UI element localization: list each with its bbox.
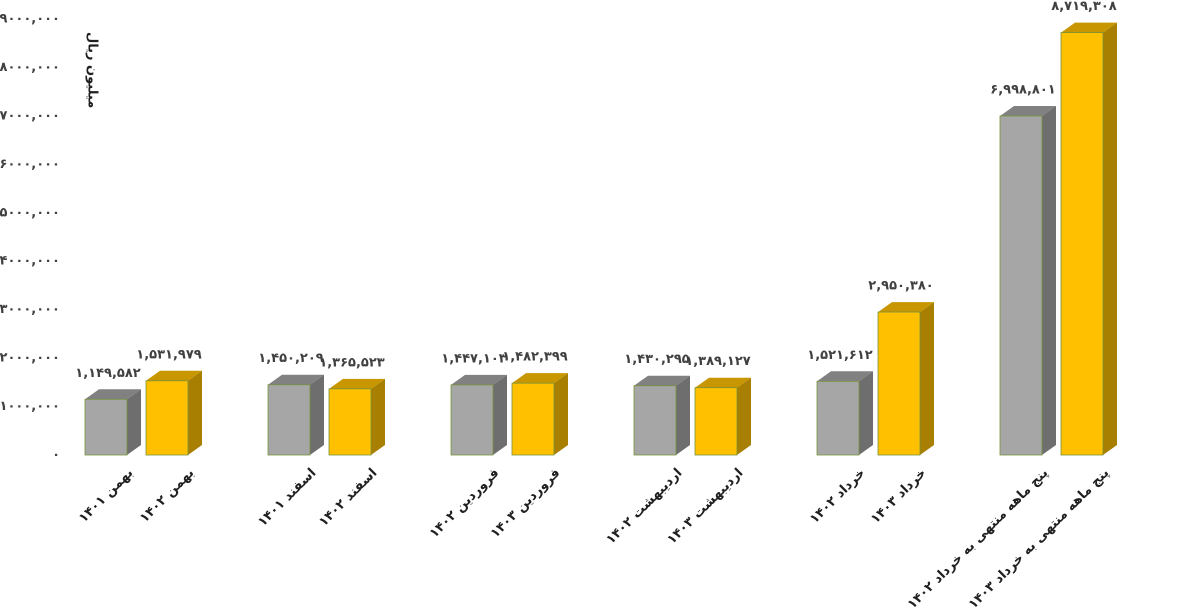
x-tick-label: اسفند ۱۴۰۲ <box>316 466 380 530</box>
bar <box>877 311 921 456</box>
bar-side <box>127 389 141 455</box>
bar-side <box>188 370 202 455</box>
bar <box>84 398 128 456</box>
bar-top <box>1000 105 1056 116</box>
x-tick-label: بهمن ۱۴۰۲ <box>137 466 197 526</box>
bar-side <box>371 378 385 455</box>
bar-side <box>737 377 751 455</box>
bar <box>816 380 860 456</box>
y-tick-label: ۲۰۰۰,۰۰۰ <box>0 351 60 366</box>
bar <box>267 384 311 456</box>
bar-top <box>1061 22 1117 33</box>
bar <box>633 385 677 456</box>
bar <box>145 380 189 456</box>
x-tick-label: خرداد ۱۴۰۳ <box>868 466 929 527</box>
bar-top <box>268 374 324 385</box>
y-axis-label: میلیون ریال <box>85 32 100 108</box>
y-tick-label: ۳۰۰۰,۰۰۰ <box>0 302 60 317</box>
bar-top <box>512 373 568 384</box>
y-tick-label: ۰ <box>52 448 60 463</box>
bar <box>999 115 1043 456</box>
bar <box>511 382 555 456</box>
bar-side <box>493 374 507 455</box>
bar-top <box>85 389 141 400</box>
bar-side <box>1103 22 1117 456</box>
bar-top <box>817 371 873 382</box>
x-tick-label: بهمن ۱۴۰۱ <box>76 466 136 526</box>
bar-side <box>676 375 690 455</box>
bar-side <box>920 302 934 455</box>
bar <box>1060 32 1104 456</box>
y-tick-label: ۸۰۰۰,۰۰۰ <box>0 60 60 75</box>
y-tick-label: ۵۰۰۰,۰۰۰ <box>0 205 60 220</box>
bar <box>694 387 738 456</box>
value-label: ۶,۹۹۸,۸۰۱ <box>990 82 1055 97</box>
bar-top <box>695 377 751 388</box>
bar-top <box>878 302 934 313</box>
y-tick-label: ۴۰۰۰,۰۰۰ <box>0 254 60 269</box>
bar-top <box>634 375 690 386</box>
value-label: ۱,۴۴۷,۱۰۳ <box>441 351 506 366</box>
value-label: ۱,۱۴۹,۵۸۲ <box>75 366 140 381</box>
bar-side <box>859 371 873 455</box>
bar-top <box>329 378 385 389</box>
bar <box>450 384 494 456</box>
bar-top <box>146 370 202 381</box>
value-label: ۱,۴۳۰,۲۹۵ <box>624 352 689 367</box>
y-tick-label: ۷۰۰۰,۰۰۰ <box>0 108 60 123</box>
y-tick-label: ۶۰۰۰,۰۰۰ <box>0 157 60 172</box>
value-label: ۱,۵۲۱,۶۱۲ <box>807 348 872 363</box>
value-label: ۸,۷۱۹,۳۰۸ <box>1051 0 1116 14</box>
value-label: ۱,۴۸۲,۳۹۹ <box>502 350 567 365</box>
x-tick-label: خرداد ۱۴۰۲ <box>807 466 868 527</box>
y-tick-label: ۱۰۰۰,۰۰۰ <box>0 399 60 414</box>
value-label: ۱,۳۶۵,۵۲۳ <box>319 355 384 370</box>
bar <box>328 388 372 456</box>
bar-side <box>1042 105 1056 456</box>
value-label: ۲,۹۵۰,۳۸۰ <box>868 279 933 294</box>
x-tick-label: اسفند ۱۴۰۱ <box>255 466 319 530</box>
value-label: ۱,۴۵۰,۲۰۹ <box>258 351 323 366</box>
bar-side <box>554 373 568 455</box>
bar-side <box>310 374 324 455</box>
bar-top <box>451 374 507 385</box>
value-label: ۱,۵۳۱,۹۷۹ <box>136 347 201 362</box>
y-tick-label: ۹۰۰۰,۰۰۰ <box>0 12 60 27</box>
value-label: ۱,۳۸۹,۱۲۷ <box>685 354 750 369</box>
